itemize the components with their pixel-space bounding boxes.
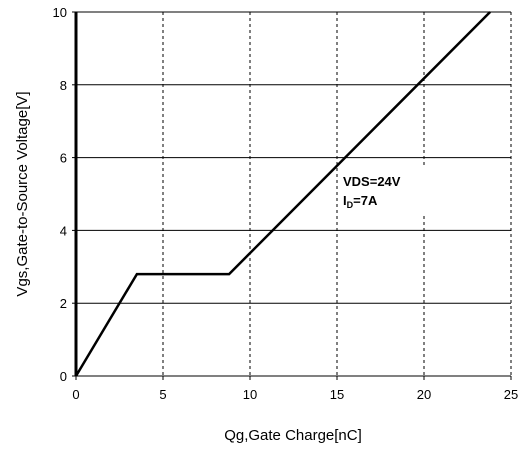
y-tick-label: 8 [60,78,67,93]
id-annotation-main: I [343,193,347,208]
y-tick-label: 0 [60,369,67,384]
gate-charge-series-line [74,11,491,377]
y-tick-label: 6 [60,151,67,166]
x-tick-label: 25 [504,387,518,402]
series-layer [74,11,491,377]
x-axis-title: Qg,Gate Charge[nC] [224,427,362,444]
tick-labels: 0 5 10 15 20 25 0 2 4 6 8 10 [53,5,519,402]
y-tick-label: 2 [60,296,67,311]
grid-lines [72,11,512,380]
plot-background [76,12,511,376]
x-tick-label: 0 [72,387,79,402]
annotation-background [338,167,430,215]
x-tick-label: 10 [243,387,257,402]
y-tick-label: 10 [53,5,67,20]
y-tick-label: 4 [60,223,67,238]
vds-annotation: VDS=24V [343,174,401,189]
x-tick-label: 20 [417,387,431,402]
y-axis-title: Vgs,Gate-to-Source Voltage[V] [14,91,31,296]
x-tick-label: 15 [330,387,344,402]
x-tick-label: 5 [159,387,166,402]
id-annotation-value: =7A [353,193,378,208]
id-annotation: ID=7A [343,193,378,210]
id-annotation-subscript: D [347,200,354,210]
